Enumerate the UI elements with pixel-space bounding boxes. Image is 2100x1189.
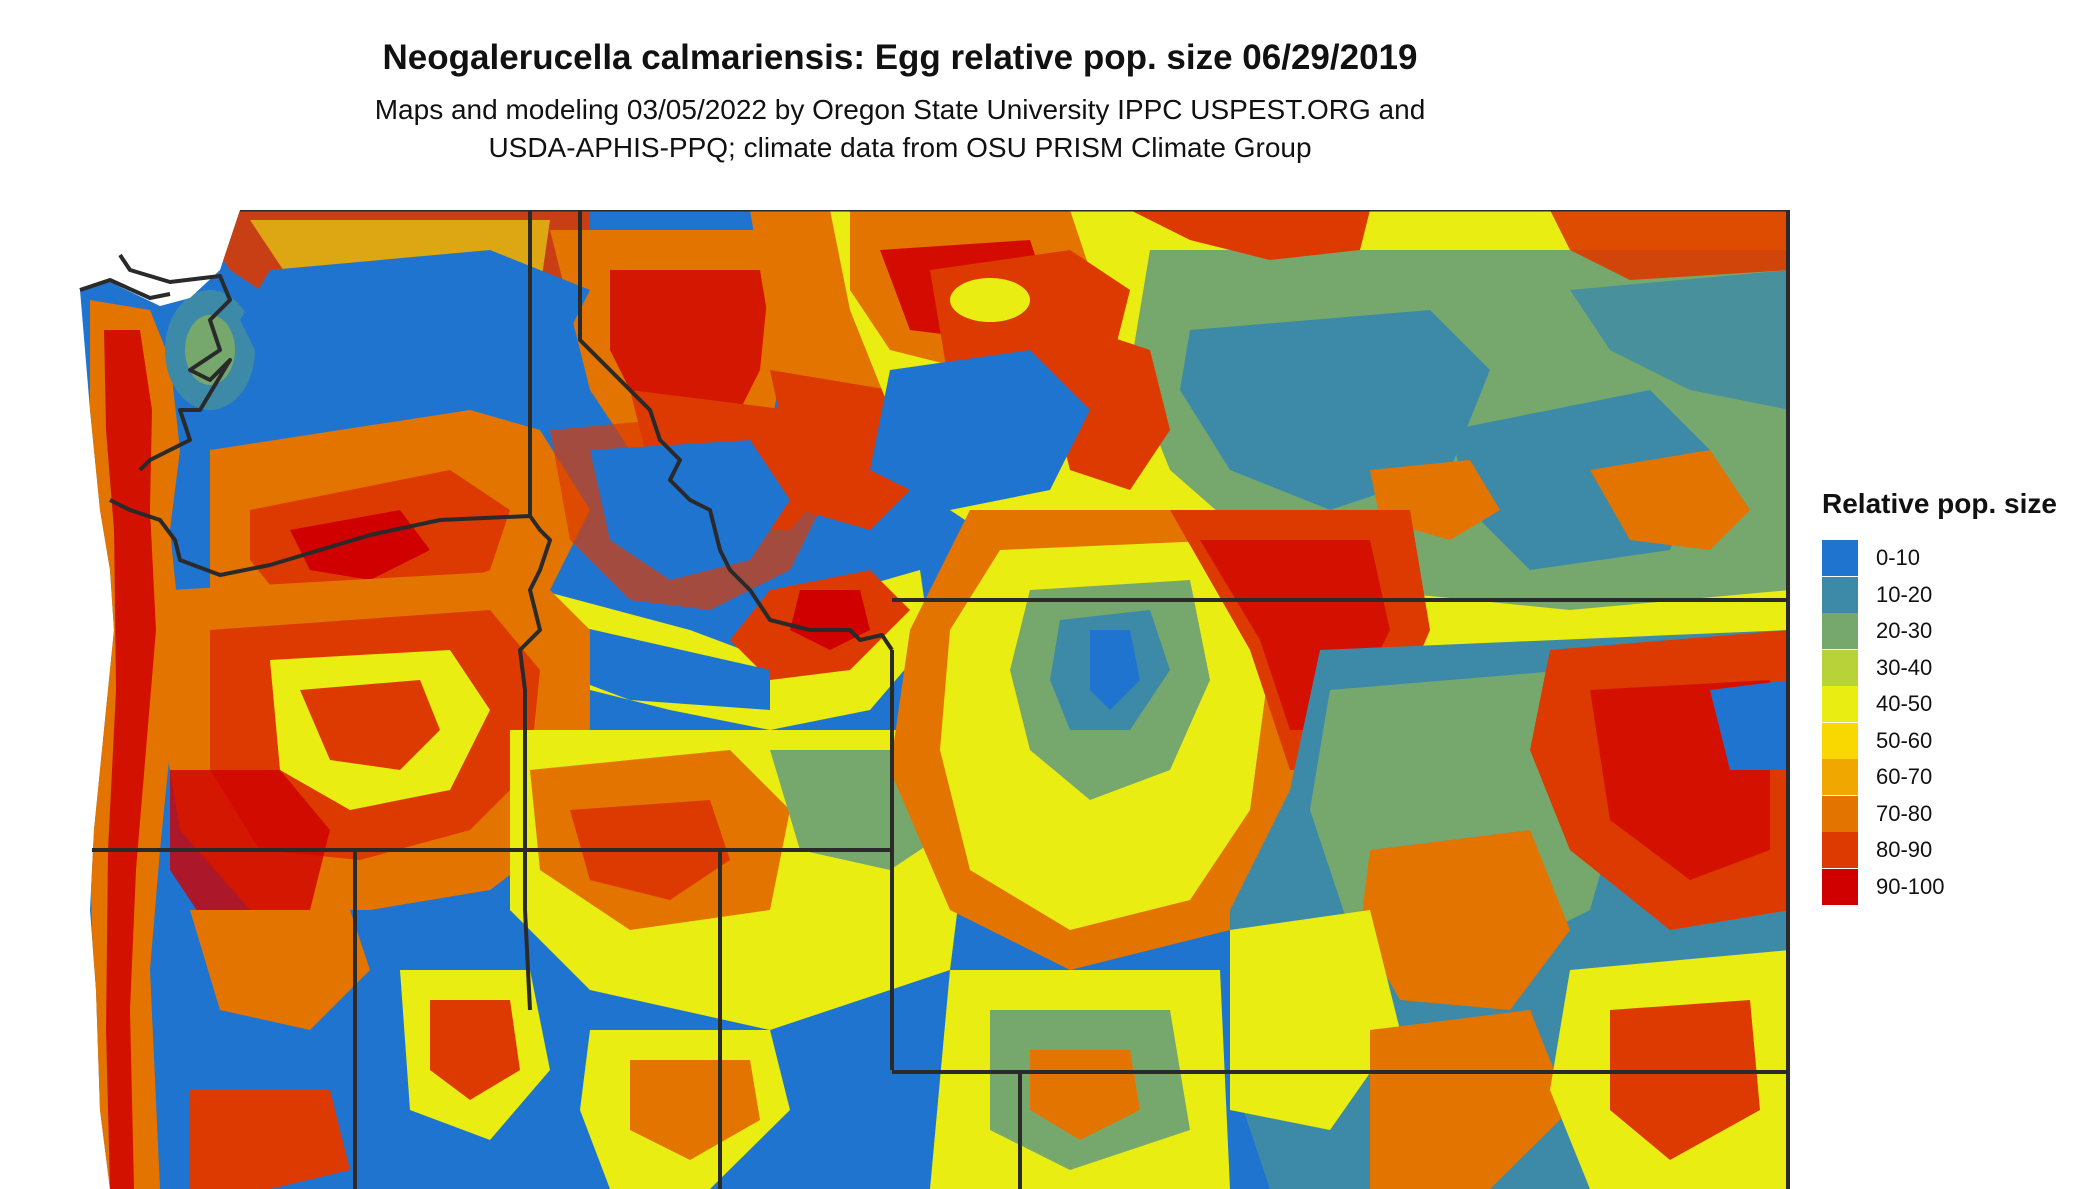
legend-swatch (1822, 795, 1858, 832)
legend-item: 80-90 (1822, 832, 2057, 869)
legend-swatch (1822, 832, 1858, 869)
legend-item: 50-60 (1822, 722, 2057, 760)
legend-swatch (1822, 649, 1858, 686)
legend-item: 40-50 (1822, 686, 2057, 723)
legend-swatch (1822, 576, 1858, 613)
legend-swatch (1822, 686, 1858, 723)
legend: Relative pop. size 0-10 10-20 20-30 30-40 40… (1822, 488, 2057, 905)
legend-swatch (1822, 759, 1858, 796)
map-subtitle-line-1: Maps and modeling 03/05/2022 by Oregon S… (374, 94, 1426, 125)
legend-label: 10-20 (1876, 581, 1933, 607)
legend-label: 60-70 (1876, 764, 1933, 790)
legend-swatch (1822, 613, 1858, 650)
legend-label: 30-40 (1876, 654, 1933, 680)
legend-label: 80-90 (1876, 837, 1933, 863)
legend-item: 60-70 (1822, 759, 2057, 796)
state-borders (79, 210, 1790, 1189)
legend-item: 90-100 (1822, 868, 2057, 906)
legend-items: 0-10 10-20 20-30 30-40 40-50 50-60 60-70 70-80 8… (1822, 540, 2057, 905)
legend-item: 0-10 (1822, 540, 2057, 577)
legend-label: 20-30 (1876, 618, 1933, 644)
legend-label: 90-100 (1876, 873, 1945, 899)
legend-label: 50-60 (1876, 727, 1933, 753)
legend-item: 10-20 (1822, 576, 2057, 614)
map-subtitle-line-2: USDA-APHIS-PPQ; climate data from OSU PR… (488, 132, 1312, 163)
legend-item: 70-80 (1822, 795, 2057, 833)
legend-title: Relative pop. size (1822, 488, 2057, 519)
pest-population-map (79, 210, 1790, 1189)
legend-item: 30-40 (1822, 649, 2057, 687)
legend-label: 40-50 (1876, 691, 1933, 717)
map-title: Neogalerucella calmariensis: Egg relativ… (382, 38, 1418, 77)
legend-item: 20-30 (1822, 613, 2057, 650)
legend-label: 0-10 (1876, 545, 1921, 571)
legend-label: 70-80 (1876, 800, 1933, 826)
population-raster (80, 210, 1790, 1189)
legend-swatch (1822, 868, 1858, 905)
legend-swatch (1822, 540, 1858, 577)
legend-swatch (1822, 722, 1858, 759)
